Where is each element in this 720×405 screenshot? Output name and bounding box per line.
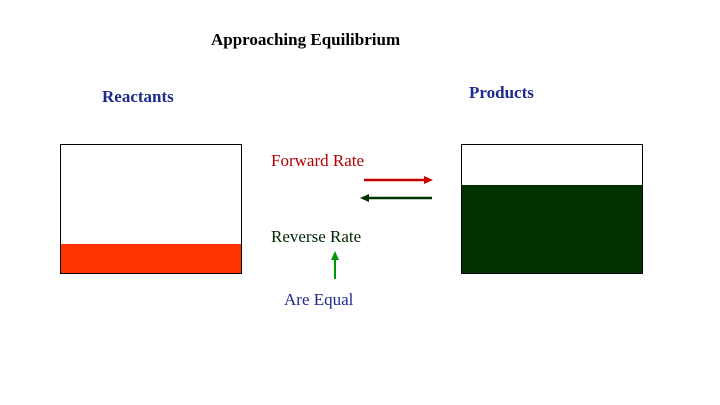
- reverse-rate-label: Reverse Rate: [271, 227, 362, 246]
- products-container: [461, 144, 643, 274]
- forward-rate-label: Forward Rate: [271, 151, 365, 170]
- reactants-label: Reactants: [102, 87, 174, 106]
- reverse-arrow-icon: [360, 194, 432, 202]
- products-label: Products: [469, 83, 534, 102]
- rate-arrows: [331, 176, 433, 279]
- up-arrow-icon: [331, 251, 339, 279]
- forward-arrow-icon: [364, 176, 433, 184]
- reactants-container: [60, 144, 242, 274]
- are-equal-label: Are Equal: [284, 290, 354, 309]
- diagram-title: Approaching Equilibrium: [211, 30, 401, 49]
- products-fill-level: [462, 184, 642, 273]
- reactants-fill-level: [61, 243, 241, 273]
